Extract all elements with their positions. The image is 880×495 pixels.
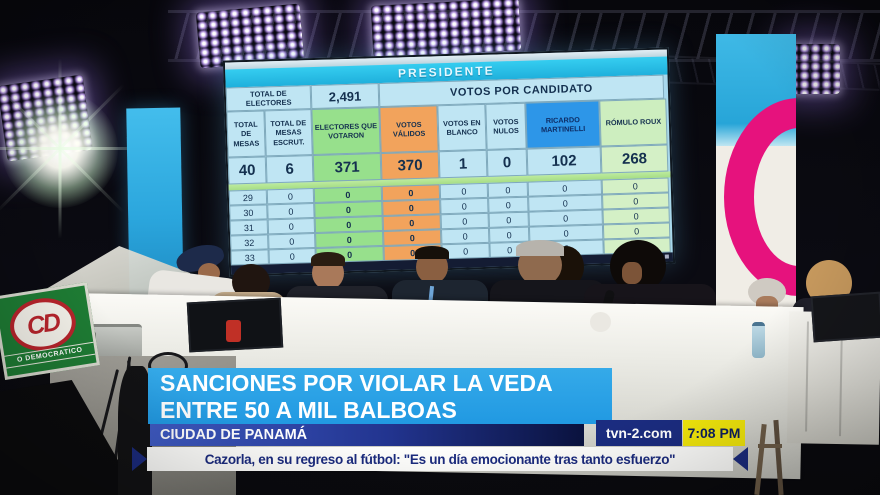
- detail-cell: 0: [439, 182, 489, 200]
- stage-light-bank-icon: [370, 0, 522, 58]
- ticker-arrow-right-icon: [733, 447, 748, 471]
- detail-cell: 0: [488, 211, 529, 228]
- column-header: RÓMULO ROUX: [599, 98, 668, 147]
- totals-cell: 268: [600, 144, 669, 174]
- detail-cell: 0: [381, 184, 441, 202]
- detail-cell: 0: [487, 181, 529, 198]
- headline-line2: ENTRE 50 A MIL BALBOAS: [160, 397, 457, 423]
- foreground-silhouette: [118, 366, 152, 495]
- column-header: VOTOS NULOS: [485, 102, 527, 150]
- light-ray-icon: [0, 147, 150, 150]
- detail-cell: 0: [268, 233, 316, 250]
- clock-time: 7:08 PM: [683, 420, 745, 446]
- detail-cell: 29: [228, 189, 268, 206]
- total-electores-label: TOTAL DE ELECTORES: [225, 85, 312, 112]
- soda-can: [226, 320, 241, 342]
- detail-cell: 30: [229, 204, 268, 221]
- water-bottle: [752, 322, 765, 358]
- column-header: RICARDO MARTINELLI: [525, 100, 601, 149]
- stage-light-bank-icon: [788, 44, 840, 94]
- cd-initials: CD: [24, 307, 61, 341]
- person-gray-hair: [516, 240, 564, 256]
- ladder-rung: [758, 444, 782, 448]
- detail-cell: 0: [488, 196, 529, 213]
- column-header: VOTOS VÁLIDOS: [379, 105, 439, 154]
- person-hair: [415, 246, 449, 259]
- detail-cell: 0: [267, 218, 316, 235]
- location-bar: CIUDAD DE PANAMÁ: [150, 424, 584, 446]
- stage-banner-panel: [716, 34, 796, 310]
- lower-third-headline: SANCIONES POR VIOLAR LA VEDA ENTRE 50 A …: [148, 368, 612, 424]
- person-face: [622, 262, 642, 284]
- detail-cell: 0: [440, 227, 490, 245]
- detail-cell: 0: [267, 203, 315, 220]
- detail-cell: 0: [440, 212, 489, 230]
- person-hair: [311, 252, 345, 266]
- totals-cell: 6: [265, 155, 314, 184]
- totals-cell: 370: [380, 151, 440, 181]
- totals-cell: 1: [438, 149, 488, 179]
- headline-line1: SANCIONES POR VIOLAR LA VEDA: [160, 370, 553, 396]
- total-electores-value: 2,491: [310, 83, 380, 110]
- projection-screen: PRESIDENTE TOTAL DE ELECTORES 2,491 VOTO…: [222, 47, 676, 277]
- channel-website: tvn-2.com: [596, 420, 682, 446]
- column-header: VOTOS EN BLANCO: [437, 103, 487, 152]
- detail-cell: 0: [383, 229, 442, 246]
- detail-cell: 0: [382, 214, 441, 231]
- detail-cell: 32: [230, 234, 269, 251]
- cd-party-sign: CD O DEMOCRATICO: [0, 282, 100, 380]
- ticker-arrow-left-icon: [132, 447, 147, 471]
- totals-cell: 102: [526, 146, 602, 176]
- totals-cell: 371: [312, 153, 382, 183]
- news-ticker: Cazorla, en su regreso al fútbol: "Es un…: [147, 447, 733, 471]
- detail-cell: 0: [266, 188, 315, 205]
- detail-cell: 0: [382, 199, 441, 216]
- column-header: TOTAL DE MESAS: [226, 110, 266, 158]
- totals-cell: 0: [486, 148, 528, 177]
- totals-cell: 40: [227, 156, 267, 185]
- laptop: [810, 291, 880, 343]
- projection-table: TOTAL DE MESAS TOTAL DE MESAS ESCRUT. ELEC…: [226, 98, 672, 266]
- column-header: ELECTORES QUE VOTARON: [311, 107, 381, 156]
- column-header: TOTAL DE MESAS ESCRUT.: [264, 109, 313, 157]
- mic-windscreen-ball: [590, 312, 611, 332]
- detail-cell: 0: [268, 247, 316, 265]
- detail-cell: 0: [440, 197, 489, 215]
- detail-cell: 31: [229, 219, 269, 236]
- detail-cell: 0: [488, 226, 530, 243]
